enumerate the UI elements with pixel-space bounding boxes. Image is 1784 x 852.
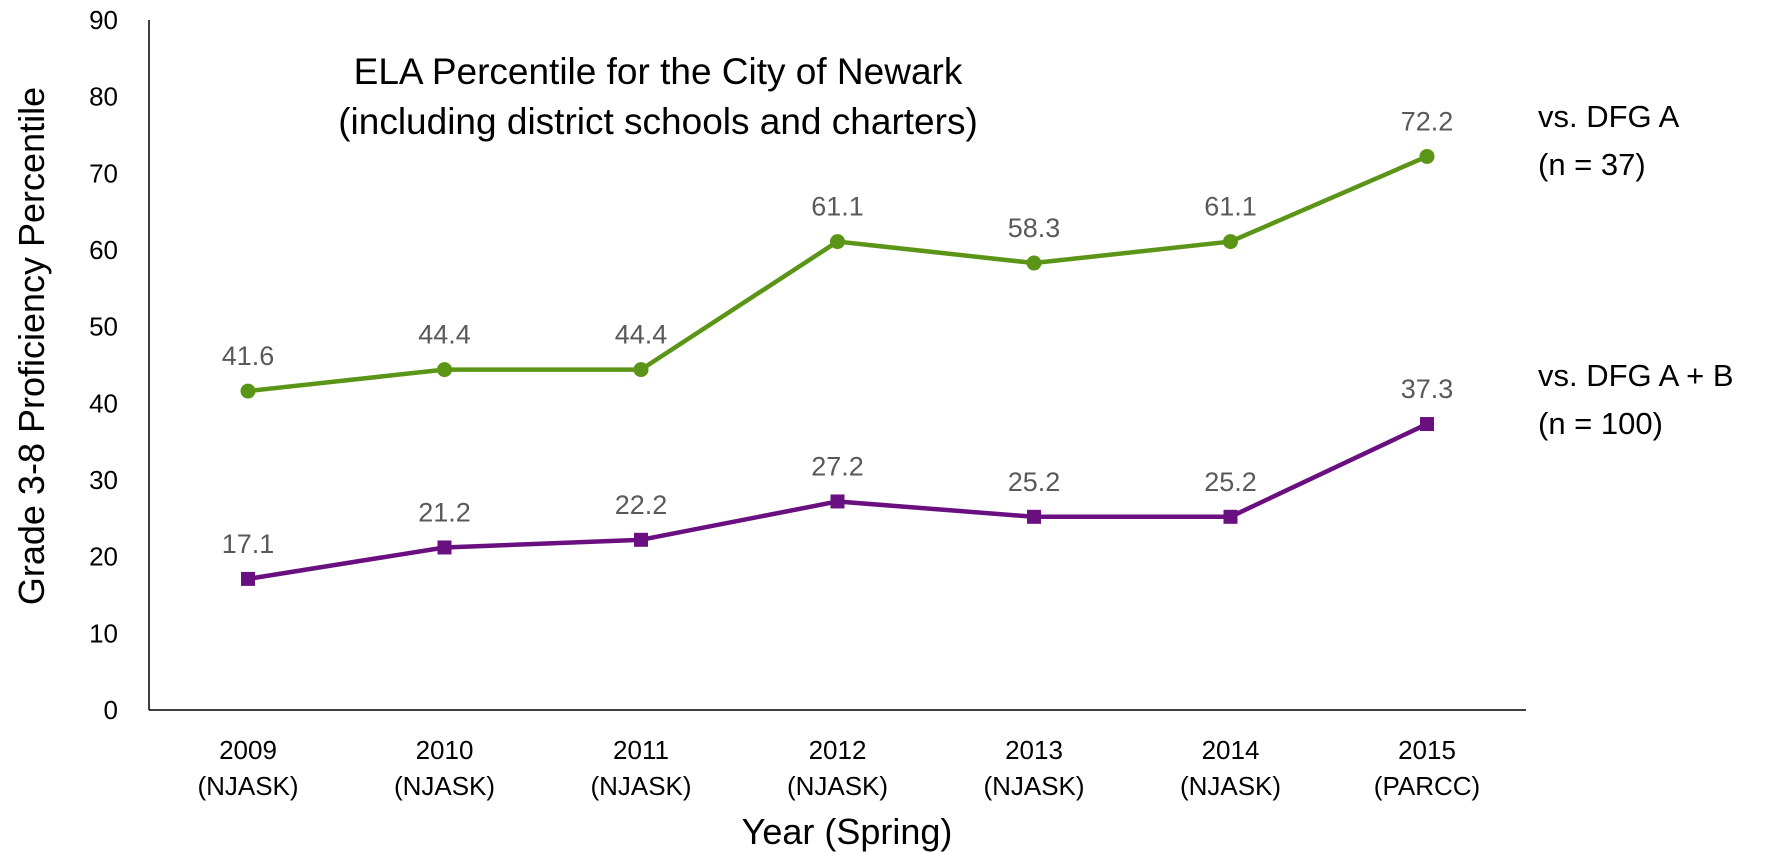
x-tick-label-test: (NJASK) <box>590 771 691 801</box>
series-count-label: (n = 100) <box>1538 406 1663 441</box>
data-label: 44.4 <box>615 320 668 350</box>
data-point <box>437 540 452 555</box>
data-point <box>1420 417 1434 432</box>
y-tick-label: 40 <box>89 388 118 418</box>
data-point <box>633 362 649 378</box>
x-tick-label-year: 2015 <box>1398 735 1456 765</box>
data-point <box>1223 234 1238 250</box>
y-tick-label: 80 <box>89 82 118 112</box>
data-point <box>830 494 845 509</box>
data-point <box>1027 509 1041 524</box>
data-label: 61.1 <box>1204 192 1257 222</box>
x-tick-label-test: (NJASK) <box>394 771 495 801</box>
y-tick-label: 10 <box>89 618 118 648</box>
chart-subtitle: (including district schools and charters… <box>338 101 978 142</box>
data-label: 21.2 <box>418 497 471 527</box>
data-label: 72.2 <box>1401 106 1454 136</box>
y-tick-label: 60 <box>89 235 118 265</box>
x-tick-label-test: (NJASK) <box>983 771 1084 801</box>
data-point <box>1419 148 1435 164</box>
data-point <box>634 532 648 547</box>
x-tick-label-test: (NJASK) <box>787 771 888 801</box>
data-point <box>240 383 256 399</box>
x-tick-label-year: 2010 <box>416 735 474 765</box>
data-label: 61.1 <box>811 192 864 222</box>
x-tick-label-year: 2012 <box>809 735 867 765</box>
x-tick-label-year: 2009 <box>219 735 277 765</box>
data-label: 22.2 <box>615 490 668 520</box>
y-tick-label: 90 <box>89 5 118 35</box>
y-axis-title: Grade 3-8 Proficiency Percentile <box>11 87 52 605</box>
series-count-label: (n = 37) <box>1538 147 1646 182</box>
y-tick-label: 0 <box>104 695 118 725</box>
data-point <box>1223 509 1238 524</box>
data-point <box>1026 255 1042 271</box>
x-tick-label-test: (PARCC) <box>1374 771 1480 801</box>
x-tick-label-year: 2011 <box>613 735 669 765</box>
data-point <box>241 571 255 586</box>
x-tick-label-test: (NJASK) <box>197 771 298 801</box>
data-label: 37.3 <box>1401 374 1454 404</box>
y-tick-label: 30 <box>89 465 118 495</box>
y-tick-label: 70 <box>89 158 118 188</box>
x-tick-label-year: 2014 <box>1202 735 1260 765</box>
x-tick-label-year: 2013 <box>1005 735 1063 765</box>
data-point <box>830 234 845 250</box>
series-name-label: vs. DFG A + B <box>1538 358 1734 393</box>
data-label: 44.4 <box>418 320 471 350</box>
data-label: 58.3 <box>1008 213 1061 243</box>
x-tick-label-test: (NJASK) <box>1180 771 1281 801</box>
data-label: 17.1 <box>222 529 275 559</box>
x-axis-title: Year (Spring) <box>742 811 953 852</box>
data-label: 25.2 <box>1008 467 1061 497</box>
data-label: 25.2 <box>1204 467 1257 497</box>
series-name-label: vs. DFG A <box>1538 99 1680 134</box>
data-label: 27.2 <box>811 451 864 481</box>
y-tick-label: 20 <box>89 542 118 572</box>
plot-area: 0 10 20 30 40 50 60 70 80 90 2009 (NJASK) 2010 (NJASK… <box>89 5 1733 801</box>
data-label: 41.6 <box>222 341 275 371</box>
y-tick-label: 50 <box>89 312 118 342</box>
data-point <box>437 362 452 378</box>
chart-title: ELA Percentile for the City of Newark <box>354 51 963 92</box>
